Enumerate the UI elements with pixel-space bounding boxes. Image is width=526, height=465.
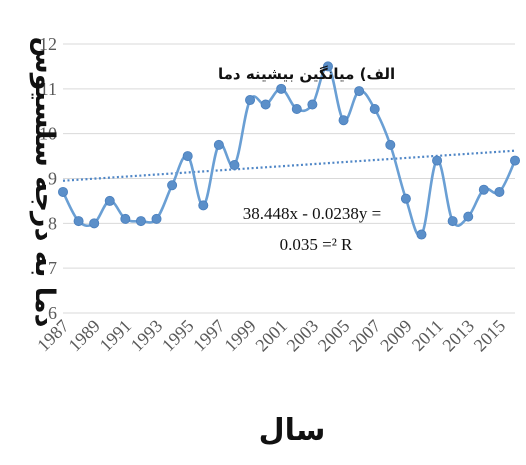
data-point-2011 [432, 155, 443, 166]
data-point-2005 [338, 115, 349, 126]
y-tick-label: 6 [48, 303, 57, 323]
data-point-2003 [307, 99, 318, 110]
data-point-1999 [245, 95, 256, 106]
y-tick-label: 7 [48, 258, 57, 278]
data-point-1992 [135, 216, 146, 227]
trendline-group [62, 149, 516, 182]
data-point-1995 [182, 151, 193, 162]
data-point-1988 [73, 216, 84, 227]
series-group [58, 61, 520, 240]
trend-equation-line-2: 0.035 =² R [280, 235, 353, 254]
data-point-1990 [104, 195, 115, 206]
data-point-2001 [276, 83, 287, 94]
data-point-1991 [120, 213, 131, 224]
data-point-2014 [478, 184, 489, 195]
data-point-2016 [509, 155, 520, 166]
data-point-1994 [167, 180, 178, 191]
data-point-2013 [463, 211, 474, 222]
data-point-2002 [291, 104, 302, 115]
data-point-2012 [447, 216, 458, 227]
trend-equation-line-1: 38.448x - 0.0238y = [243, 204, 382, 223]
data-point-2008 [385, 139, 396, 150]
y-tick-labels: 6 7 8 9 10 11 12 [39, 34, 57, 323]
trendline [62, 149, 516, 182]
data-point-2004 [322, 61, 333, 72]
data-point-1997 [213, 139, 224, 150]
chart-title: الف) میانگین بیشینه دما [218, 65, 395, 83]
y-tick-label: 10 [39, 124, 57, 144]
data-point-2009 [400, 193, 411, 204]
data-point-1987 [58, 186, 69, 197]
data-point-2006 [354, 86, 365, 97]
data-point-2007 [369, 104, 380, 115]
y-tick-label: 12 [39, 34, 57, 54]
data-point-1996 [198, 200, 209, 211]
y-tick-label: 8 [48, 213, 57, 233]
data-point-1998 [229, 160, 240, 171]
data-point-1989 [89, 218, 100, 229]
y-tick-label: 11 [40, 79, 57, 99]
x-axis-title: سال [259, 413, 326, 448]
data-point-2010 [416, 229, 427, 240]
y-axis-title: دما به درجه سلسیوس [29, 37, 60, 328]
y-tick-label: 9 [48, 169, 57, 189]
data-point-2000 [260, 99, 271, 110]
data-point-2015 [494, 186, 505, 197]
data-point-1993 [151, 213, 162, 224]
